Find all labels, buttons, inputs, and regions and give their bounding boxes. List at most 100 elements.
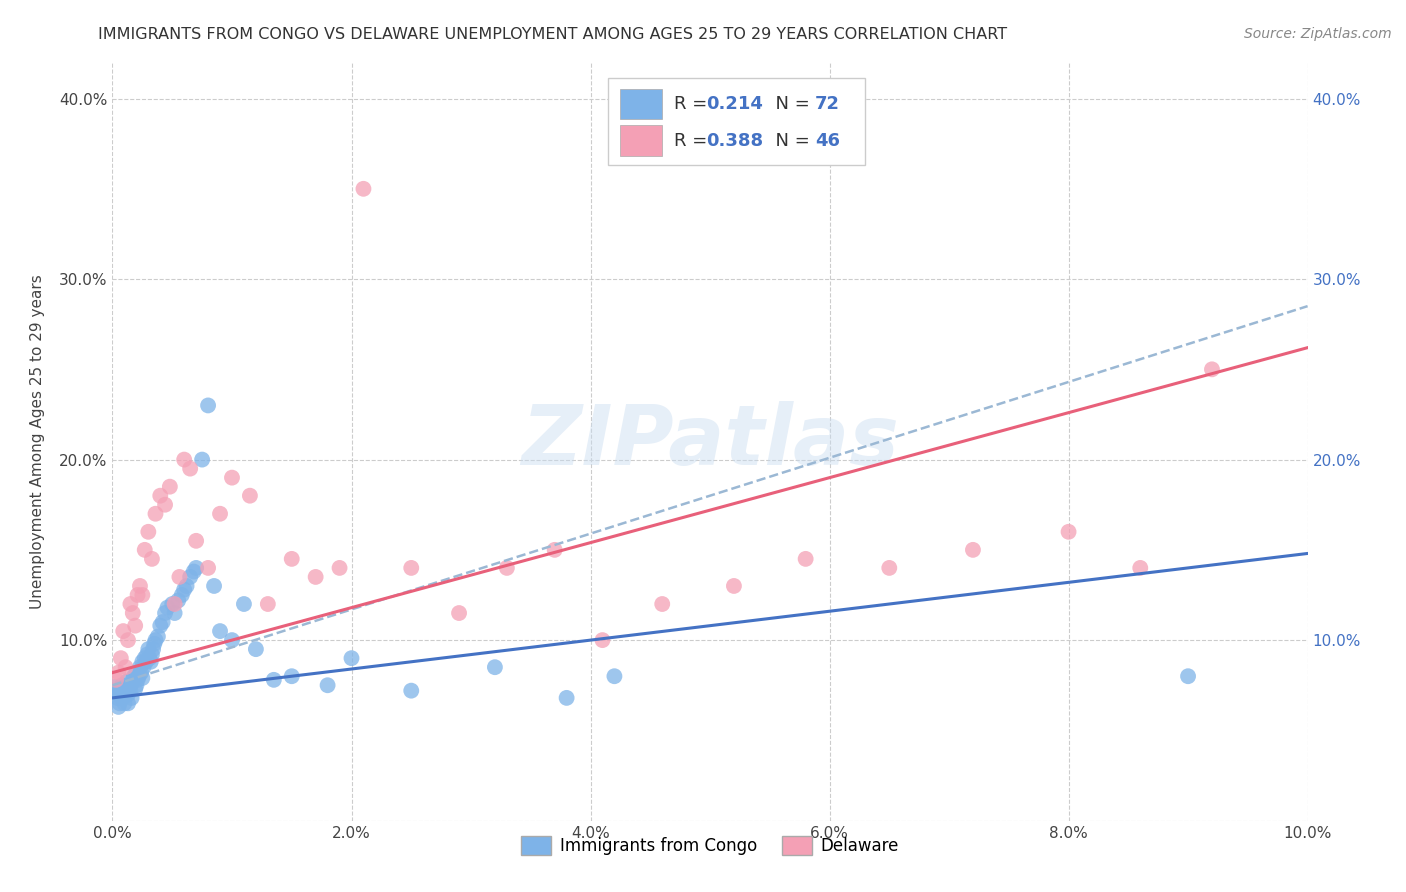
Point [603,669,626,683]
Point [202,579,225,593]
Point [121,606,143,620]
Point [167,593,190,607]
Point [169,570,191,584]
Text: 0.214: 0.214 [706,95,763,113]
Text: N =: N = [763,131,815,150]
Text: Source: ZipAtlas.com: Source: ZipAtlas.com [1244,27,1392,41]
Point [449,606,471,620]
Point [183,565,205,579]
Point [114,696,135,710]
Point [135,655,157,669]
Point [120,678,142,692]
Point [145,633,167,648]
Point [353,182,375,196]
Text: R =: R = [675,95,713,113]
Point [146,630,169,644]
Point [124,681,146,696]
Point [125,678,148,692]
Point [153,498,176,512]
Point [118,680,141,694]
Point [104,680,127,694]
Point [111,690,134,705]
Point [142,642,165,657]
Point [401,561,423,575]
Point [145,507,167,521]
Point [170,588,193,602]
Point [131,671,153,685]
Point [107,699,129,714]
Point [209,507,232,521]
Point [129,660,152,674]
Point [156,600,179,615]
Point [1201,362,1223,376]
Point [120,683,142,698]
Point [263,673,285,687]
Point [110,651,132,665]
Point [543,542,565,557]
Text: ZIPatlas: ZIPatlas [522,401,898,482]
Text: 72: 72 [815,95,841,113]
Point [112,685,135,699]
Point [257,597,280,611]
Point [117,687,139,701]
Point [131,655,153,669]
Point [159,480,181,494]
Point [794,552,817,566]
Point [245,642,267,657]
Point [176,579,198,593]
Point [163,597,186,611]
Point [114,681,136,696]
Point [117,633,139,648]
Text: N =: N = [763,95,815,113]
Point [962,542,984,557]
Point [105,690,128,705]
Point [221,470,243,484]
Point [496,561,519,575]
Point [233,597,256,611]
Point [162,597,183,611]
Point [173,452,195,467]
Point [110,683,132,698]
Point [114,689,135,703]
Point [186,561,208,575]
Point [197,399,219,413]
Point [149,489,172,503]
Point [120,597,142,611]
Point [134,651,156,665]
Point [141,648,163,662]
Point [114,660,136,674]
Point [105,683,128,698]
Point [107,687,129,701]
Point [128,669,150,683]
Point [138,524,160,539]
Point [108,696,131,710]
Point [209,624,232,639]
Text: 0.388: 0.388 [706,131,763,150]
Point [121,673,143,687]
Point [173,582,195,597]
Point [111,678,134,692]
Point [117,696,139,710]
Point [329,561,352,575]
Point [134,542,156,557]
Point [316,678,339,692]
Point [179,570,201,584]
Point [281,552,304,566]
Point [143,637,166,651]
Point [124,618,146,632]
Point [179,461,201,475]
Point [153,606,176,620]
Point [305,570,328,584]
Point [239,489,262,503]
Point [107,665,129,680]
Point [1129,561,1152,575]
Point [879,561,901,575]
Legend: Immigrants from Congo, Delaware: Immigrants from Congo, Delaware [515,829,905,862]
Point [105,673,128,687]
Point [122,669,145,683]
Text: 46: 46 [815,131,841,150]
Point [221,633,243,648]
FancyBboxPatch shape [609,78,866,165]
Point [152,615,174,629]
Point [131,588,153,602]
